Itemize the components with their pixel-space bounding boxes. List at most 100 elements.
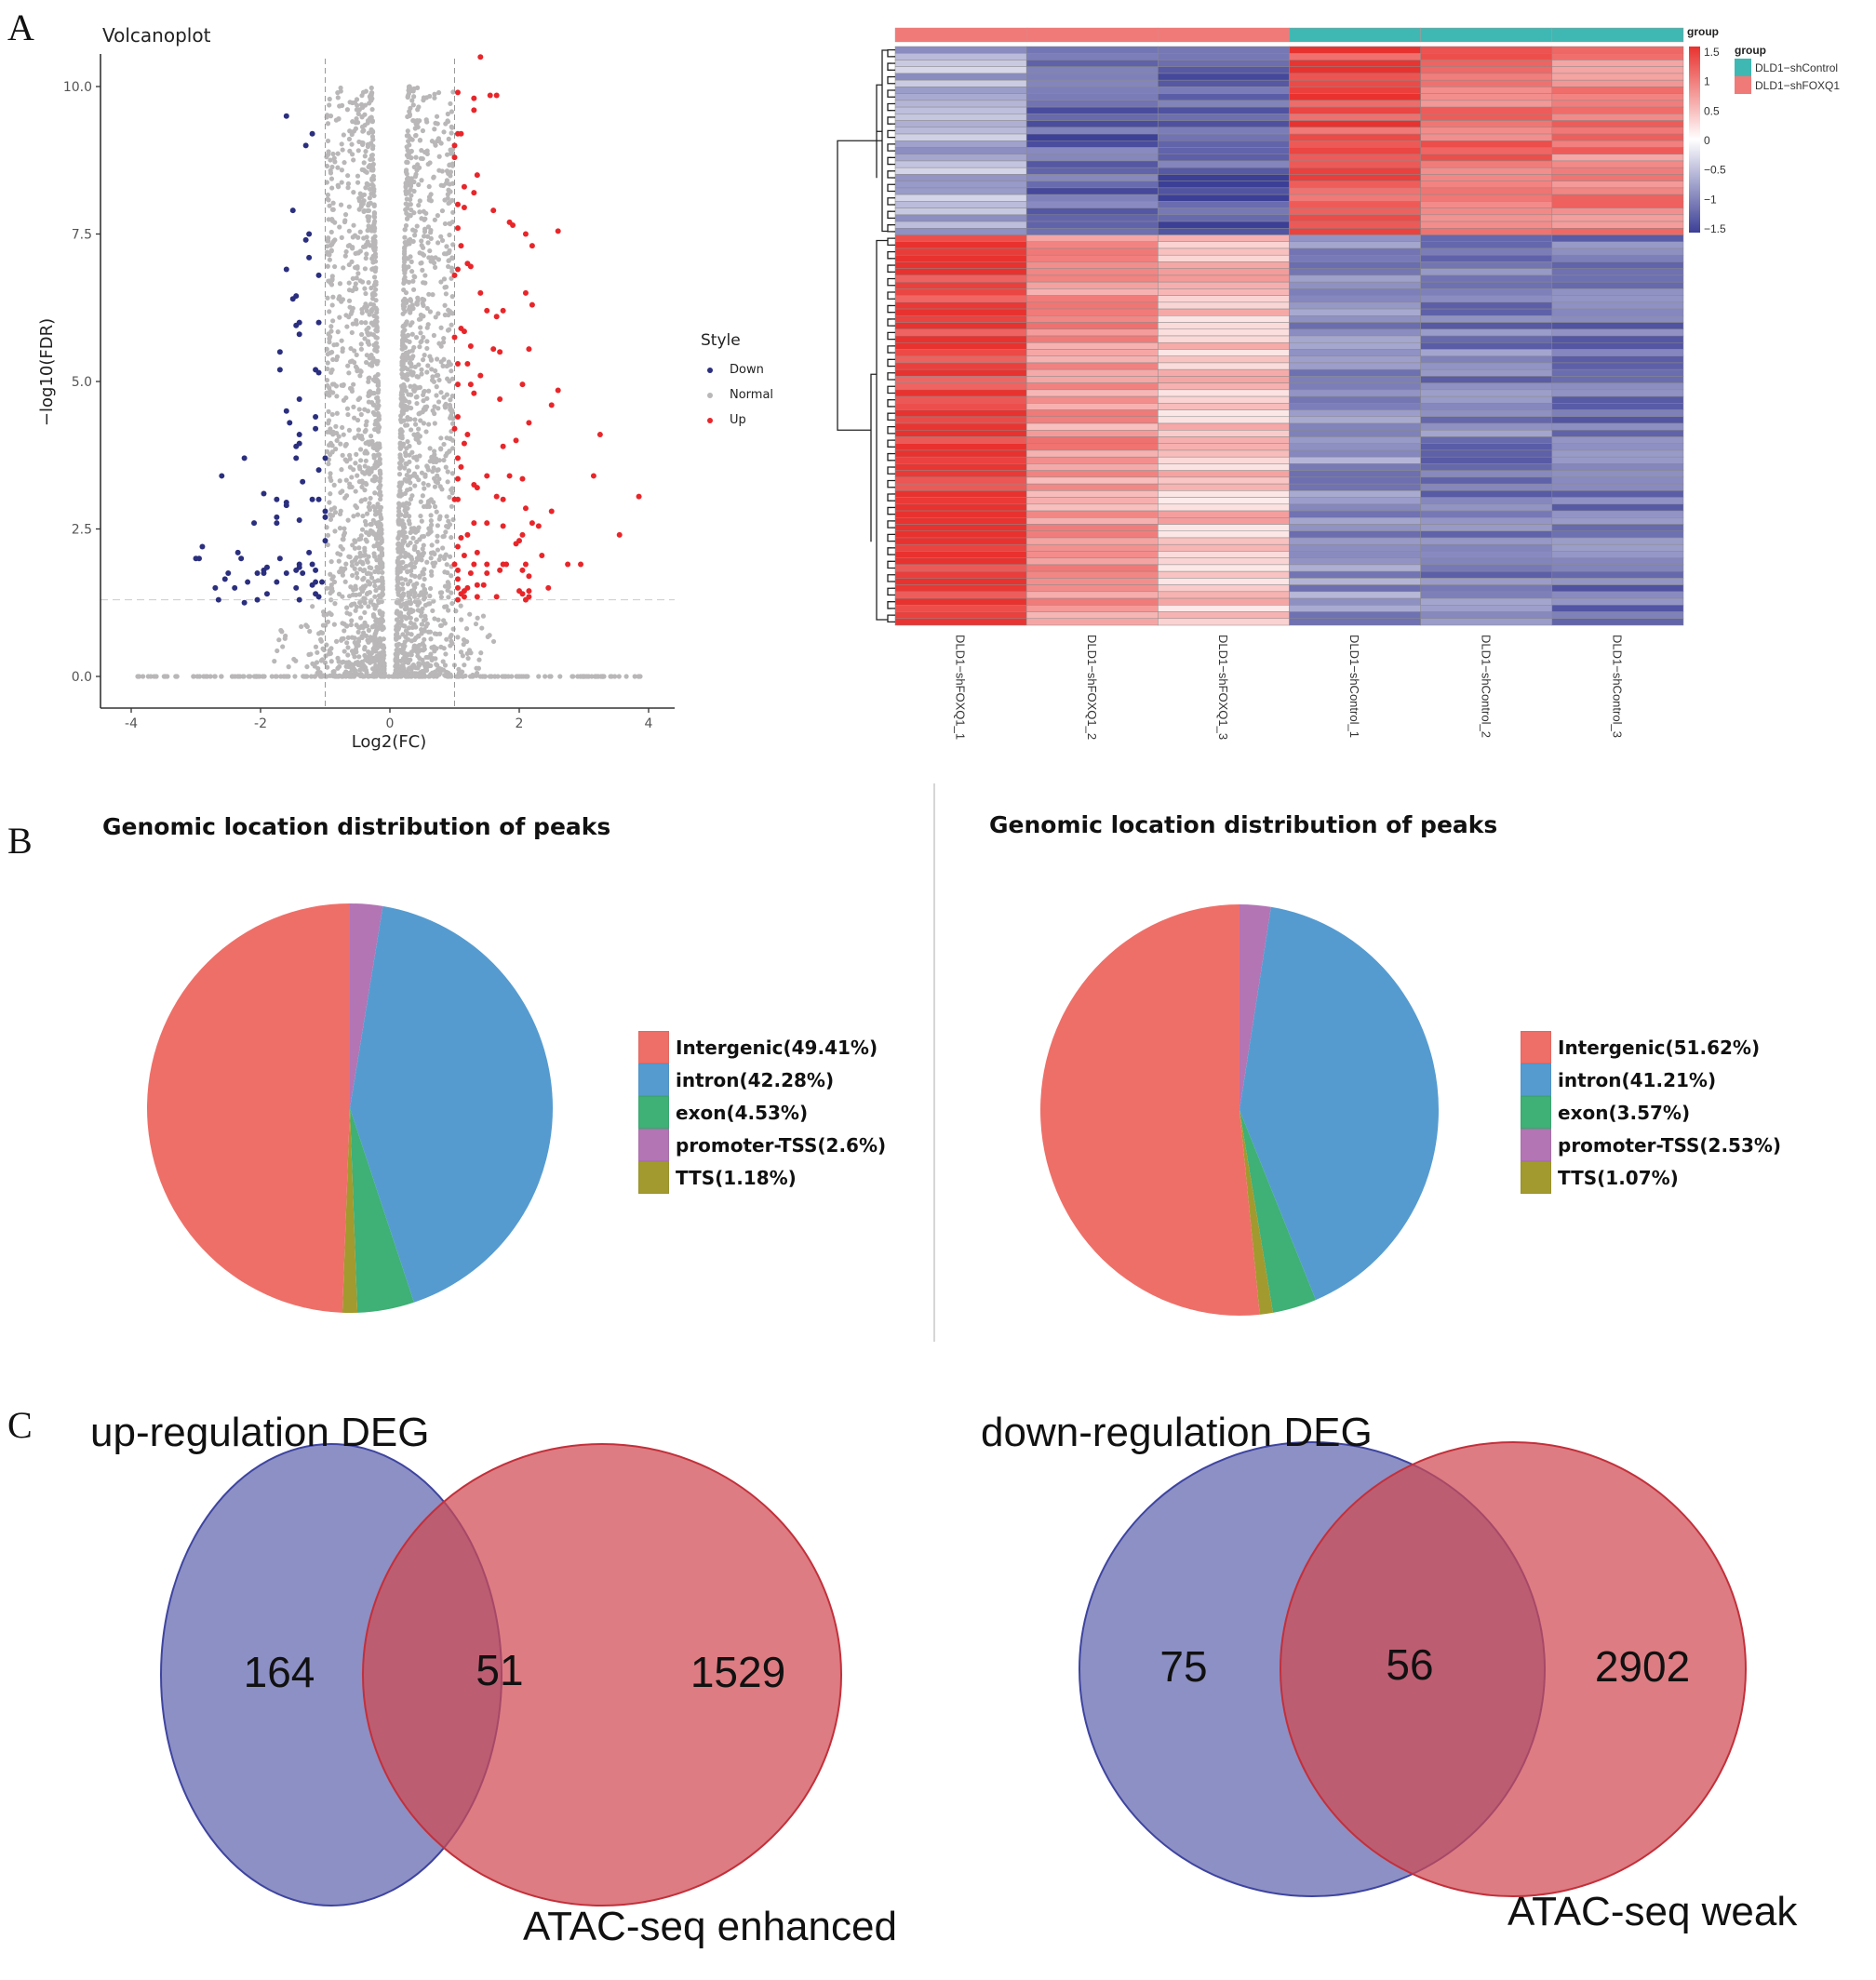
volcano-normal-point bbox=[447, 402, 453, 408]
volcano-normal-point bbox=[370, 332, 377, 338]
volcano-normal-point bbox=[466, 648, 473, 653]
venn-2-only-a-count: 75 bbox=[1159, 1642, 1208, 1691]
volcano-normal-point bbox=[325, 360, 330, 366]
volcano-normal-point bbox=[432, 448, 437, 454]
volcano-normal-point bbox=[328, 491, 333, 497]
volcano-normal-point bbox=[352, 415, 357, 421]
volcano-normal-point bbox=[325, 138, 331, 144]
volcano-normal-point bbox=[380, 590, 385, 596]
volcano-normal-point bbox=[490, 638, 497, 645]
volcano-normal-point bbox=[362, 488, 368, 493]
volcano-normal-point bbox=[372, 234, 378, 239]
volcano-normal-point bbox=[418, 330, 423, 336]
venn-1-set-b-title: ATAC-seq enhanced bbox=[523, 1904, 897, 1949]
volcano-normal-point bbox=[420, 357, 426, 363]
volcano-normal-point bbox=[413, 335, 420, 341]
volcano-normal-point bbox=[439, 487, 445, 492]
volcano-normal-point bbox=[408, 213, 413, 219]
volcano-normal-point bbox=[395, 658, 401, 663]
volcano-normal-point bbox=[278, 674, 284, 679]
volcano-normal-point bbox=[336, 591, 342, 597]
venn-1-set-a-title: up-regulation DEG bbox=[90, 1410, 430, 1455]
venn-1-only-b-count: 1529 bbox=[690, 1648, 786, 1696]
volcano-normal-point bbox=[448, 397, 453, 403]
volcano-normal-point bbox=[402, 508, 408, 514]
volcano-normal-point bbox=[495, 674, 501, 679]
volcano-normal-point bbox=[449, 197, 455, 203]
volcano-normal-point bbox=[343, 477, 349, 483]
volcano-normal-point bbox=[487, 633, 492, 638]
volcano-normal-point bbox=[421, 533, 427, 540]
volcano-normal-point bbox=[426, 183, 432, 190]
volcano-normal-point bbox=[406, 84, 412, 89]
volcano-normal-point bbox=[363, 301, 368, 307]
volcano-normal-point bbox=[362, 609, 368, 615]
volcano-normal-point bbox=[426, 421, 432, 427]
panel-label-a: A bbox=[7, 7, 34, 48]
volcano-normal-point bbox=[372, 266, 379, 272]
volcano-normal-point bbox=[312, 674, 318, 679]
volcano-normal-point bbox=[395, 648, 402, 654]
volcano-title: Volcanoplot bbox=[102, 24, 211, 47]
volcano-normal-point bbox=[427, 248, 433, 254]
volcano-normal-point bbox=[343, 493, 350, 499]
volcano-normal-point bbox=[339, 234, 344, 240]
volcano-normal-point bbox=[362, 647, 368, 652]
volcano-normal-point bbox=[417, 198, 422, 204]
volcano-normal-point bbox=[357, 229, 363, 234]
volcano-normal-point bbox=[449, 573, 454, 579]
volcano-normal-point bbox=[346, 370, 352, 376]
volcano-normal-point bbox=[409, 427, 414, 433]
volcano-normal-point bbox=[449, 130, 454, 136]
volcano-normal-point bbox=[361, 235, 367, 241]
volcano-normal-point bbox=[424, 369, 430, 375]
volcano-normal-point bbox=[612, 674, 618, 679]
volcano-normal-point bbox=[435, 523, 440, 528]
volcano-normal-point bbox=[421, 95, 427, 100]
volcano-normal-point bbox=[408, 254, 413, 260]
volcano-normal-point bbox=[325, 263, 330, 269]
volcano-normal-point bbox=[449, 394, 455, 399]
volcano-normal-point bbox=[328, 571, 333, 577]
volcano-normal-point bbox=[462, 673, 468, 679]
volcano-normal-point bbox=[427, 593, 433, 599]
volcano-normal-point bbox=[424, 463, 430, 469]
volcano-normal-point bbox=[416, 202, 422, 208]
volcano-normal-point bbox=[343, 561, 349, 567]
volcano-normal-point bbox=[413, 133, 419, 139]
volcano-normal-point bbox=[403, 222, 409, 229]
volcano-normal-point bbox=[355, 111, 361, 116]
volcano-normal-point bbox=[366, 223, 371, 229]
volcano-normal-point bbox=[418, 513, 423, 519]
volcano-normal-point bbox=[372, 490, 378, 496]
volcano-normal-point bbox=[355, 264, 360, 270]
volcano-normal-point bbox=[395, 643, 400, 649]
volcano-normal-point bbox=[337, 663, 342, 670]
volcano-normal-point bbox=[423, 117, 429, 123]
volcano-normal-point bbox=[548, 674, 554, 679]
volcano-normal-point bbox=[345, 517, 351, 523]
volcano-normal-point bbox=[449, 590, 454, 595]
volcano-normal-point bbox=[358, 346, 365, 352]
volcano-normal-point bbox=[333, 447, 339, 452]
volcano-normal-point bbox=[435, 533, 440, 539]
volcano-normal-point bbox=[325, 121, 331, 127]
volcano-normal-point bbox=[368, 599, 373, 605]
volcano-normal-point bbox=[355, 120, 361, 126]
volcano-normal-point bbox=[401, 418, 407, 423]
volcano-normal-point bbox=[448, 634, 453, 640]
volcano-normal-point bbox=[304, 663, 310, 670]
volcano-normal-point bbox=[441, 457, 447, 463]
volcano-normal-point bbox=[358, 458, 364, 463]
volcano-normal-point bbox=[442, 221, 449, 227]
volcano-normal-point bbox=[437, 622, 444, 628]
volcano-normal-point bbox=[403, 577, 409, 582]
volcano-normal-point bbox=[418, 499, 423, 504]
volcano-normal-point bbox=[354, 451, 359, 457]
volcano-normal-point bbox=[406, 392, 411, 397]
volcano-normal-point bbox=[448, 100, 453, 107]
volcano-normal-point bbox=[310, 661, 315, 666]
volcano-normal-point bbox=[432, 217, 437, 222]
volcano-normal-point bbox=[417, 344, 422, 350]
volcano-normal-point bbox=[436, 311, 441, 316]
